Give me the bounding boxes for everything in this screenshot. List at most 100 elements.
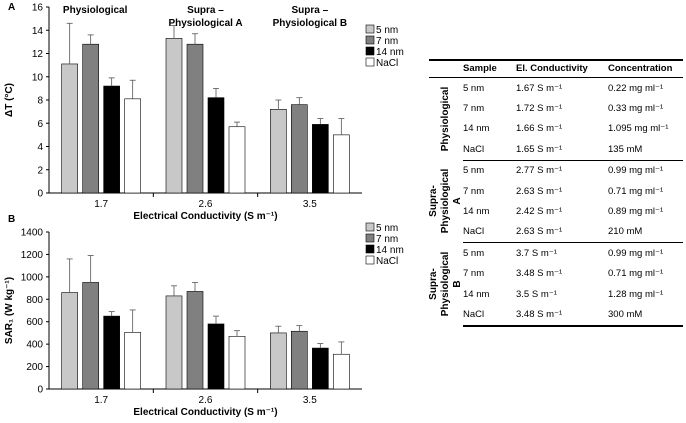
cell-conductivity: 2.42 S m⁻¹ [516,206,563,218]
cell-conductivity: 3.48 S m⁻¹ [516,268,563,280]
bar-5nm [165,38,183,194]
legend-swatch [365,233,375,243]
bar-5nm [61,292,78,390]
bar-5nm [165,295,183,390]
table-header-row: Sample El. Conductivity Concentration [429,60,683,78]
cell-concentration: 210 mM [608,221,683,244]
y-tick-label: 16 [32,3,44,14]
bar-14nm [207,323,225,390]
bar-nacl [228,126,246,194]
cell-sample: 5 nm [463,165,485,177]
table-row: 14 nm 1.66 S m⁻¹ 1.095 mg ml⁻¹ [429,119,683,139]
cell-concentration: 0.22 mg ml⁻¹ [608,82,664,94]
cell-conductivity: 2.77 S m⁻¹ [516,165,563,177]
legend-swatch [365,255,375,265]
group-label: Physiological [440,86,451,152]
bar-7nm [186,43,204,194]
y-tick-label: 400 [26,340,43,351]
bar-7nm [291,104,308,194]
cell-sample: NaCl [463,304,516,327]
header-blank [429,60,463,78]
cell-concentration: 0.99 mg ml⁻¹ [608,165,664,177]
y-tick-label: 2 [37,165,43,176]
legend-swatch [365,222,375,232]
cell-concentration: 0.71 mg ml⁻¹ [608,185,664,197]
x-tick-label: 1.7 [94,199,108,210]
cell-concentration: 0.89 mg ml⁻¹ [608,206,664,218]
cell-conductivity: 3.7 S m⁻¹ [516,247,557,259]
y-tick-label: 1000 [21,272,44,283]
legend-label: 14 nm [376,47,404,58]
bar-nacl [333,353,350,390]
table-row: NaCl 2.63 S m⁻¹ 210 mM [429,221,683,244]
cell-sample: 14 nm [463,206,490,218]
header-concentration: Concentration [608,63,673,74]
y-tick-label: 10 [32,72,44,83]
legend-swatch [365,57,375,67]
group-label-cell: Supra-Physiological B [428,243,463,326]
group-title: Physiological [63,5,128,16]
cell-conductivity: 1.65 S m⁻¹ [516,139,608,161]
legend-label: 5 nm [376,25,398,36]
legend-label: 7 nm [376,234,398,245]
legend-label: 5 nm [376,223,398,234]
legend-swatch [365,46,375,56]
cell-sample: 5 nm [463,247,485,259]
y-tick-label: 0 [37,385,43,396]
y-tick-label: 14 [32,26,44,37]
table-body: Physiological 5 nm 1.67 S m⁻¹ 0.22 mg ml⁻¹ 7… [428,78,683,327]
x-tick-label: 2.6 [199,395,213,406]
bar-14nm [312,124,329,194]
bar-nacl [228,335,246,390]
y-tick-label: 0 [37,189,43,200]
panel-label: B [8,214,15,225]
cell-sample: 14 nm [463,123,490,135]
y-tick-label: 200 [26,362,43,373]
bar-nacl [333,134,350,194]
cell-sample: 14 nm [463,288,490,300]
legend-label: NaCl [376,256,398,267]
table-row: 7 nm 1.72 S m⁻¹ 0.33 mg ml⁻¹ [429,98,683,118]
table-row: 14 nm 3.5 S m⁻¹ 1.28 mg ml⁻¹ [429,284,683,304]
table-row: NaCl 3.48 S m⁻¹ 300 mM [429,304,683,327]
legend-swatch [365,24,375,34]
y-tick-label: 6 [37,119,43,130]
table-row: NaCl 1.65 S m⁻¹ 135 mM [429,139,683,161]
bar-5nm [270,332,287,390]
y-tick-label: 1200 [21,250,44,261]
bar-14nm [312,347,329,390]
cell-conductivity: 3.5 S m⁻¹ [516,288,557,300]
table-row: 7 nm 3.48 S m⁻¹ 0.71 mg ml⁻¹ [429,264,683,284]
bar-5nm [270,109,287,194]
cell-conductivity: 1.66 S m⁻¹ [516,123,563,135]
cell-concentration: 0.33 mg ml⁻¹ [608,103,664,115]
group-label: Supra-Physiological B [428,251,463,317]
legend-swatch [365,35,375,45]
bar-14nm [103,315,120,390]
cell-concentration: 1.28 mg ml⁻¹ [608,288,664,300]
cell-conductivity: 3.48 S m⁻¹ [516,304,608,327]
cell-concentration: 0.71 mg ml⁻¹ [608,268,664,280]
header-sample: Sample [463,63,497,74]
group-label-cell: Physiological [429,78,463,161]
y-tick-label: 8 [37,96,43,107]
table-row: Physiological 5 nm 1.67 S m⁻¹ 0.22 mg ml⁻¹ [429,78,683,152]
y-tick-label: 800 [26,295,43,306]
data-table: Sample El. Conductivity Concentration Ph… [428,59,683,327]
cell-conductivity: 2.63 S m⁻¹ [516,221,608,244]
y-axis-label: ΔT (°C) [4,83,15,117]
cell-sample: 7 nm [463,268,485,280]
legend-swatch [365,244,375,254]
y-tick-label: 1400 [21,228,44,239]
x-tick-label: 3.5 [303,199,317,210]
bar-5nm [61,63,78,194]
bar-14nm [103,85,120,194]
group-title: Supra – Physiological A [168,5,242,29]
table-row: 7 nm 2.63 S m⁻¹ 0.71 mg ml⁻¹ [429,181,683,201]
cell-conductivity: 1.67 S m⁻¹ [516,82,563,94]
cell-concentration: 0.99 mg ml⁻¹ [608,247,664,259]
group-label-cell: Supra-Physiological A [428,160,463,243]
cell-conductivity: 2.63 S m⁻¹ [516,185,563,197]
